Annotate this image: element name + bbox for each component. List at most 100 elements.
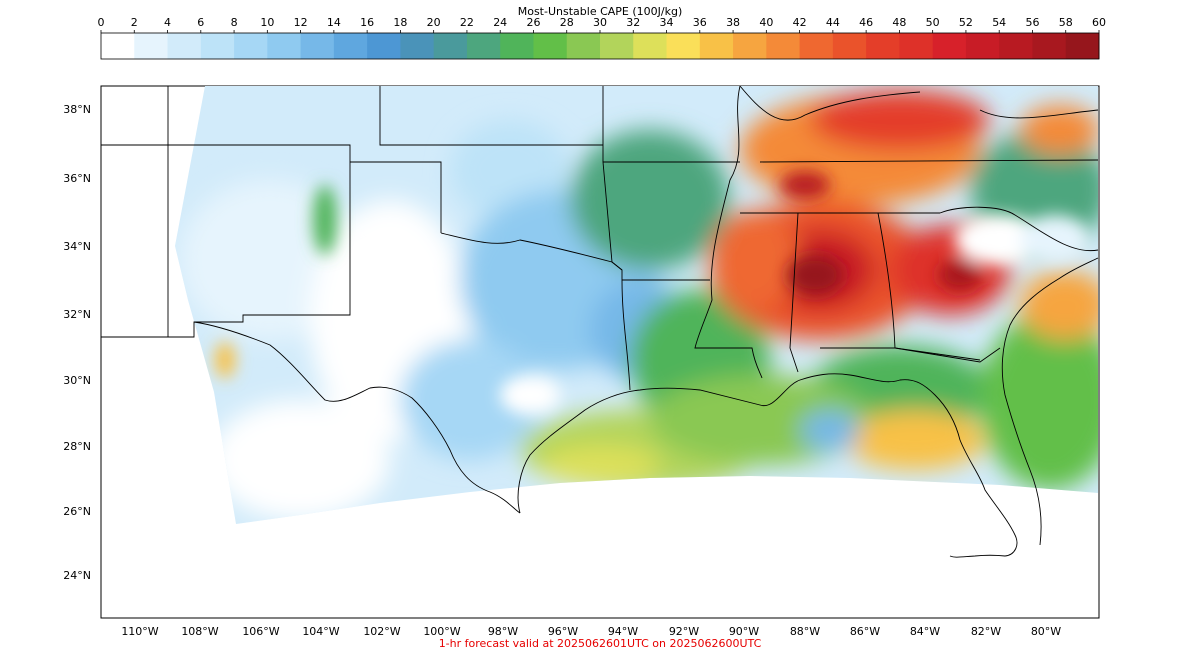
latitude-label: 36°N xyxy=(63,172,91,185)
border-ga-sc xyxy=(939,206,1099,252)
colorbar-tick-label: 20 xyxy=(427,16,441,29)
colorbar-tick-label: 56 xyxy=(1025,16,1039,29)
longitude-label: 104°W xyxy=(302,625,339,638)
colorbar-segment xyxy=(433,33,468,59)
colorbar-tick-label: 42 xyxy=(793,16,807,29)
longitude-label: 96°W xyxy=(548,625,578,638)
border-red-river xyxy=(440,232,623,271)
rio-grande xyxy=(193,321,521,514)
colorbar-tick-label: 38 xyxy=(726,16,740,29)
colorbar-segment xyxy=(566,33,601,59)
colorbar-segment xyxy=(733,33,767,59)
longitude-label: 80°W xyxy=(1031,625,1061,638)
colorbar-tick-label: 52 xyxy=(959,16,973,29)
colorbar-tick-label: 48 xyxy=(892,16,906,29)
field-gulf-4 xyxy=(845,410,985,470)
latitude-labels: 38°N 36°N 34°N 32°N 30°N 28°N 26°N 24°N xyxy=(63,103,91,582)
colorbar-tick-label: 32 xyxy=(626,16,640,29)
cape-field xyxy=(175,86,1098,524)
colorbar-segment xyxy=(999,33,1033,59)
longitude-label: 106°W xyxy=(242,625,279,638)
field-warm-ky xyxy=(810,90,990,150)
latitude-label: 28°N xyxy=(63,440,91,453)
colorbar-tick-label: 30 xyxy=(593,16,607,29)
colorbar-tick-label: 4 xyxy=(164,16,171,29)
border-va-nc xyxy=(979,109,1099,119)
field-warm-ar xyxy=(710,210,800,310)
colorbar-segment xyxy=(965,33,1000,59)
colorbar-segment xyxy=(832,33,867,59)
colorbar-segment xyxy=(799,33,834,59)
latitude-label: 24°N xyxy=(63,569,91,582)
colorbar-tick-label: 50 xyxy=(926,16,940,29)
colorbar-tick-label: 58 xyxy=(1059,16,1073,29)
colorbar-tick-label: 10 xyxy=(260,16,274,29)
field-highlight-4 xyxy=(955,215,1045,265)
border-ohio xyxy=(739,85,921,121)
colorbar-segment xyxy=(899,33,934,59)
border-ky-tn xyxy=(759,159,1099,163)
colorbar-segment xyxy=(134,33,169,59)
colorbar-segment xyxy=(500,33,534,59)
border-ms-al xyxy=(789,212,799,373)
longitude-label: 110°W xyxy=(121,625,158,638)
latitude-label: 34°N xyxy=(63,240,91,253)
field-warm-ne xyxy=(1020,105,1098,155)
field-highlight-1 xyxy=(787,255,843,295)
colorbar-segment xyxy=(466,33,501,59)
forecast-footer: 1-hr forecast valid at 2025062601UTC on … xyxy=(439,637,762,650)
longitude-label: 108°W xyxy=(181,625,218,638)
longitude-labels: 110°W 108°W 106°W 104°W 102°W 100°W 98°W 96°W 94… xyxy=(121,625,1061,638)
field-west-pale-3 xyxy=(210,400,390,520)
border-upper-west xyxy=(101,144,351,338)
border-la xyxy=(621,279,631,391)
border-ms-river xyxy=(694,85,763,379)
field-highlight-8 xyxy=(500,375,560,415)
longitude-label: 88°W xyxy=(790,625,820,638)
colorbar-segment xyxy=(600,33,634,59)
colorbar-segment xyxy=(666,33,701,59)
border-ar xyxy=(602,86,623,280)
longitude-label: 86°W xyxy=(850,625,880,638)
atlantic-coast xyxy=(1001,257,1099,546)
field-highlight-6 xyxy=(313,185,337,255)
colorbar-segment xyxy=(101,33,135,59)
border-ok-pan xyxy=(350,161,442,233)
colorbar-tick-label: 26 xyxy=(526,16,540,29)
colorbar-tick-label: 0 xyxy=(98,16,105,29)
field-green-1 xyxy=(570,130,730,270)
border-al-ga xyxy=(877,212,981,361)
latitude-label: 32°N xyxy=(63,308,91,321)
colorbar-tick-label: 54 xyxy=(992,16,1006,29)
longitude-label: 102°W xyxy=(363,625,400,638)
colorbar-segment xyxy=(267,33,302,59)
colorbar-tick-label: 46 xyxy=(859,16,873,29)
boundaries xyxy=(101,85,1099,558)
border-ks-ok xyxy=(379,86,603,146)
longitude-label: 98°W xyxy=(488,625,518,638)
colorbar: 0 2 4 6 8 10 12 14 16 18 20 22 24 26 28 30 32 34 36 38 40 42 4… xyxy=(98,16,1106,60)
colorbar-tick-label: 44 xyxy=(826,16,840,29)
colorbar-tick-label: 16 xyxy=(360,16,374,29)
colorbar-segment xyxy=(932,33,967,59)
colorbar-segment xyxy=(167,33,202,59)
latitude-label: 26°N xyxy=(63,505,91,518)
field-highlight-7 xyxy=(215,342,235,378)
field-highlight-3 xyxy=(780,171,830,199)
colorbar-segment xyxy=(400,33,435,59)
colorbar-tick-label: 36 xyxy=(693,16,707,29)
colorbar-segment xyxy=(234,33,268,59)
longitude-label: 82°W xyxy=(971,625,1001,638)
colorbar-segment xyxy=(1032,33,1067,59)
field-warm-atlantic xyxy=(1020,270,1098,340)
colorbar-segment xyxy=(633,33,668,59)
colorbar-tick-label: 6 xyxy=(197,16,204,29)
colorbar-segment xyxy=(699,33,734,59)
longitude-label: 90°W xyxy=(729,625,759,638)
colorbar-segment xyxy=(1065,33,1100,59)
field-green-4 xyxy=(980,310,1098,490)
field-highlight-2 xyxy=(938,259,982,291)
colorbar-tick-label: 60 xyxy=(1092,16,1106,29)
colorbar-tick-label: 12 xyxy=(294,16,308,29)
